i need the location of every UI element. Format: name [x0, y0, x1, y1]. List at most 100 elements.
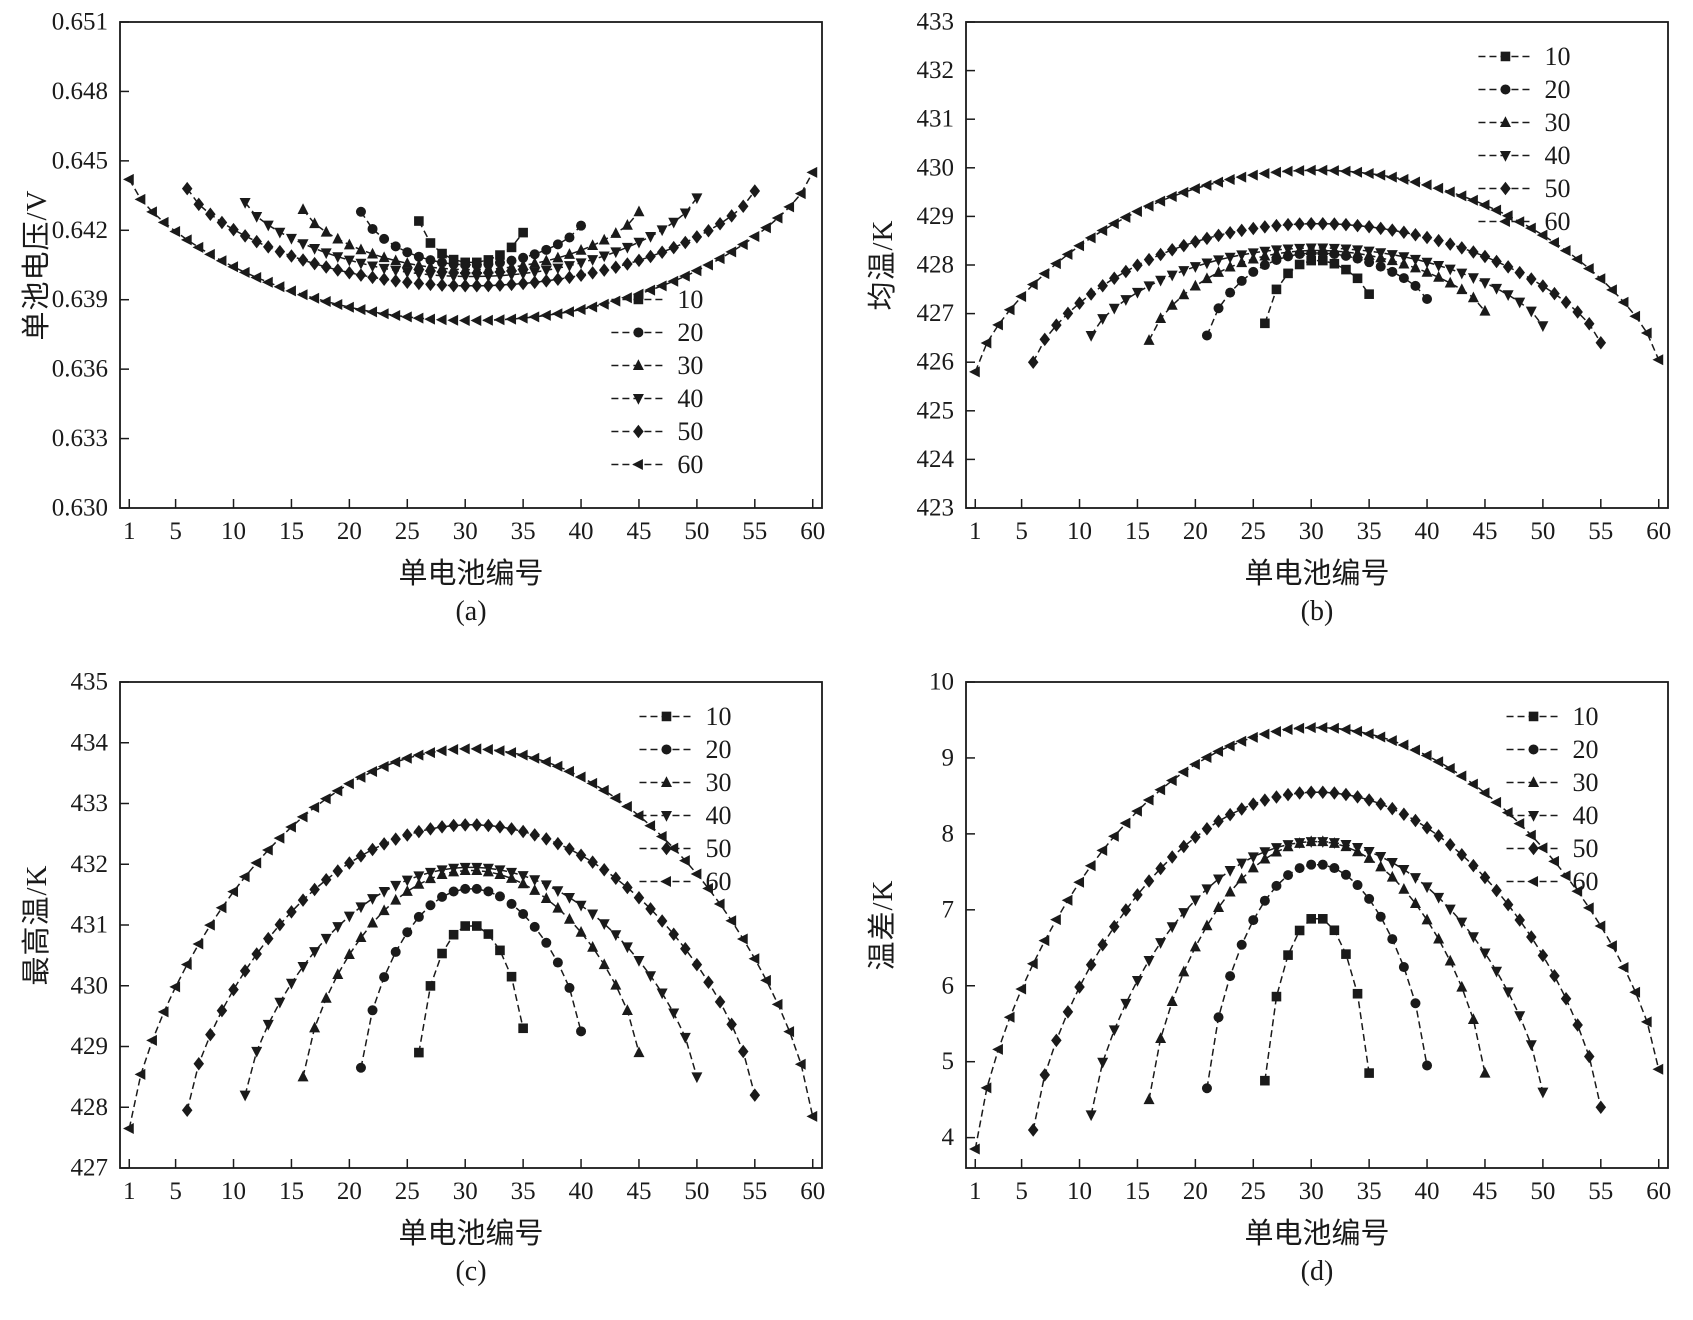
svg-text:35: 35 — [1357, 1178, 1382, 1205]
svg-text:45: 45 — [626, 1178, 651, 1205]
svg-text:10: 10 — [1573, 702, 1599, 731]
svg-text:25: 25 — [395, 1178, 420, 1205]
svg-text:0.648: 0.648 — [52, 78, 108, 105]
svg-text:40: 40 — [677, 384, 703, 413]
svg-text:10: 10 — [1067, 518, 1092, 545]
chart-c: 427 428 429 430 431 432 433 434 435 1 5 10 15 20 25 30 3… — [0, 660, 846, 1320]
svg-text:428: 428 — [71, 1094, 109, 1121]
svg-text:0.651: 0.651 — [52, 9, 108, 36]
svg-text:426: 426 — [917, 349, 955, 376]
svg-text:55: 55 — [1588, 1178, 1613, 1205]
svg-text:55: 55 — [1588, 518, 1613, 545]
svg-text:50: 50 — [684, 518, 709, 545]
svg-text:45: 45 — [626, 518, 651, 545]
chart-c-xlabel: 单电池编号 — [398, 1218, 544, 1250]
chart-d-sublabel: (d) — [1300, 1256, 1334, 1287]
svg-text:30: 30 — [1544, 108, 1570, 137]
svg-text:30: 30 — [1299, 518, 1324, 545]
svg-text:0.639: 0.639 — [52, 286, 108, 313]
chart-d: 4 5 6 7 8 9 10 1 5 10 15 20 25 30 35 40 45 50 55 60 10 20 30 40… — [846, 660, 1692, 1320]
svg-text:1: 1 — [969, 1178, 982, 1205]
chart-b-xlabel: 单电池编号 — [1244, 558, 1390, 590]
svg-text:60: 60 — [1646, 1178, 1671, 1205]
svg-text:20: 20 — [1573, 735, 1599, 764]
svg-text:430: 430 — [917, 154, 955, 181]
svg-text:432: 432 — [917, 57, 955, 84]
svg-text:5: 5 — [1015, 518, 1028, 545]
svg-text:30: 30 — [453, 518, 478, 545]
svg-text:431: 431 — [71, 912, 109, 939]
svg-text:15: 15 — [279, 518, 304, 545]
svg-text:25: 25 — [1241, 1178, 1266, 1205]
svg-text:9: 9 — [942, 744, 955, 771]
svg-text:25: 25 — [395, 518, 420, 545]
svg-text:7: 7 — [942, 896, 955, 923]
svg-text:50: 50 — [1544, 174, 1570, 203]
svg-text:40: 40 — [1415, 518, 1440, 545]
svg-text:25: 25 — [1241, 518, 1266, 545]
svg-text:20: 20 — [677, 318, 703, 347]
svg-text:60: 60 — [1544, 207, 1570, 236]
svg-text:433: 433 — [917, 9, 955, 36]
svg-text:35: 35 — [511, 518, 536, 545]
svg-text:20: 20 — [705, 735, 731, 764]
svg-text:430: 430 — [71, 972, 109, 999]
svg-text:10: 10 — [705, 702, 731, 731]
svg-text:60: 60 — [705, 867, 731, 896]
svg-text:432: 432 — [71, 851, 109, 878]
chart-b-ylabel: 均温/K — [867, 219, 899, 311]
chart-c-sublabel: (c) — [455, 1256, 487, 1287]
svg-text:40: 40 — [705, 801, 731, 830]
svg-text:434: 434 — [71, 729, 109, 756]
svg-text:35: 35 — [511, 1178, 536, 1205]
svg-text:20: 20 — [1183, 1178, 1208, 1205]
svg-text:50: 50 — [1530, 1178, 1555, 1205]
svg-text:30: 30 — [1299, 1178, 1324, 1205]
svg-text:60: 60 — [677, 450, 703, 479]
svg-text:20: 20 — [337, 518, 362, 545]
svg-text:15: 15 — [279, 1178, 304, 1205]
svg-text:431: 431 — [917, 106, 955, 133]
svg-text:40: 40 — [569, 1178, 594, 1205]
svg-text:50: 50 — [677, 417, 703, 446]
svg-text:15: 15 — [1125, 1178, 1150, 1205]
svg-text:429: 429 — [917, 203, 955, 230]
svg-text:424: 424 — [917, 446, 955, 473]
svg-text:60: 60 — [800, 518, 825, 545]
svg-text:10: 10 — [677, 285, 703, 314]
chart-c-ylabel: 最高温/K — [21, 864, 53, 986]
svg-text:20: 20 — [1183, 518, 1208, 545]
chart-a-ylabel: 单池电压/V — [21, 189, 53, 341]
svg-text:10: 10 — [221, 518, 246, 545]
svg-text:425: 425 — [917, 397, 955, 424]
svg-text:428: 428 — [917, 252, 955, 279]
svg-text:45: 45 — [1472, 1178, 1497, 1205]
svg-text:50: 50 — [1530, 518, 1555, 545]
svg-text:0.636: 0.636 — [52, 356, 108, 383]
svg-text:30: 30 — [453, 1178, 478, 1205]
svg-text:10: 10 — [1544, 42, 1570, 71]
svg-text:40: 40 — [1544, 141, 1570, 170]
svg-text:35: 35 — [1357, 518, 1382, 545]
svg-text:60: 60 — [1573, 867, 1599, 896]
chart-a-sublabel: (a) — [455, 596, 487, 627]
svg-text:40: 40 — [569, 518, 594, 545]
svg-text:20: 20 — [1544, 75, 1570, 104]
svg-text:427: 427 — [71, 1155, 109, 1182]
svg-text:4: 4 — [942, 1124, 955, 1151]
svg-text:0.645: 0.645 — [52, 147, 108, 174]
svg-text:435: 435 — [71, 669, 109, 696]
chart-d-xlabel: 单电池编号 — [1244, 1218, 1390, 1250]
svg-text:30: 30 — [677, 351, 703, 380]
svg-text:0.633: 0.633 — [52, 425, 108, 452]
svg-text:0.630: 0.630 — [52, 495, 108, 522]
svg-text:5: 5 — [169, 1178, 182, 1205]
svg-text:55: 55 — [742, 518, 767, 545]
chart-d-ylabel: 温差/K — [867, 879, 899, 971]
svg-text:30: 30 — [1573, 768, 1599, 797]
svg-text:10: 10 — [221, 1178, 246, 1205]
svg-text:30: 30 — [705, 768, 731, 797]
